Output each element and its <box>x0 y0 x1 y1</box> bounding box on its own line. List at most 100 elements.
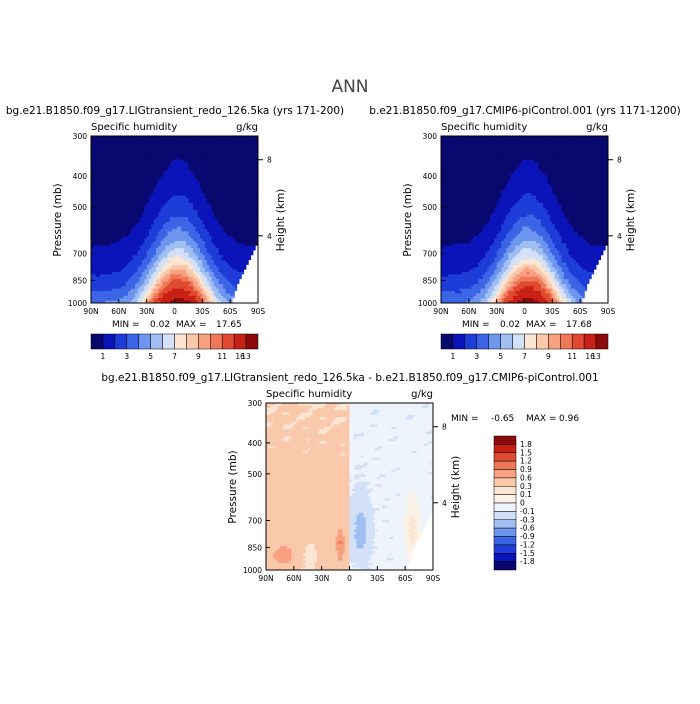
heatmap-cell <box>213 188 217 192</box>
heatmap-cell <box>139 198 143 201</box>
heatmap-cell <box>230 233 233 237</box>
heatmap-cell <box>148 157 152 161</box>
heatmap-cell <box>202 202 206 206</box>
heatmap-cell <box>227 178 231 182</box>
heatmap-cell <box>230 198 233 201</box>
heatmap-cell <box>100 298 103 302</box>
heatmap-cell <box>118 162 122 166</box>
heatmap-cell <box>135 276 138 280</box>
heatmap-cell <box>125 248 129 251</box>
heatmap-cell <box>213 295 217 299</box>
heatmap-cell <box>104 281 108 285</box>
heatmap-cell <box>121 262 124 266</box>
heatmap-cell <box>216 229 219 232</box>
heatmap-cell <box>209 267 213 270</box>
heatmap-cell <box>246 288 250 292</box>
heatmap-cell <box>162 214 166 218</box>
heatmap-cell <box>104 190 108 194</box>
heatmap-cell <box>169 286 173 290</box>
heatmap-cell <box>213 152 217 156</box>
heatmap-cell <box>230 298 233 302</box>
heatmap-cell <box>211 267 215 270</box>
heatmap-cell <box>197 240 201 244</box>
heatmap-cell <box>244 293 247 297</box>
heatmap-cell <box>91 171 94 175</box>
heatmap-cell <box>248 207 252 211</box>
heatmap-cell <box>97 286 101 290</box>
heatmap-cell <box>142 288 145 292</box>
heatmap-cell <box>188 183 192 187</box>
heatmap-cell <box>223 140 226 144</box>
heatmap-cell <box>102 150 106 154</box>
heatmap-cell <box>153 250 157 254</box>
heatmap-cell <box>162 279 166 282</box>
heatmap-cell <box>237 217 240 220</box>
heatmap-cell <box>128 245 131 249</box>
heatmap-cell <box>183 143 187 146</box>
heatmap-cell <box>206 136 210 139</box>
heatmap-cell <box>248 236 252 239</box>
heatmap-cell <box>193 250 196 254</box>
heatmap-cell <box>114 298 117 302</box>
heatmap-cell <box>204 157 208 161</box>
heatmap-cell <box>237 171 240 175</box>
heatmap-cell <box>121 250 124 254</box>
heatmap-cell <box>239 176 243 180</box>
heatmap-cell <box>132 295 136 299</box>
heatmap-cell <box>227 257 231 261</box>
heatmap-cell <box>107 183 110 187</box>
heatmap-cell <box>167 233 171 237</box>
heatmap-cell <box>160 190 164 194</box>
heatmap-cell <box>137 295 141 299</box>
heatmap-cell <box>155 138 159 142</box>
heatmap-cell <box>253 198 257 201</box>
heatmap-cell <box>186 286 189 290</box>
heatmap-cell <box>100 150 103 154</box>
heatmap-cell <box>107 186 110 189</box>
heatmap-cell <box>121 181 124 185</box>
heatmap-cell <box>246 207 250 211</box>
heatmap-cell <box>95 243 99 247</box>
heatmap-cell <box>188 169 192 173</box>
heatmap-cell <box>123 188 127 192</box>
heatmap-cell <box>151 221 155 225</box>
heatmap-cell <box>165 198 168 201</box>
heatmap-cell <box>121 150 124 154</box>
heatmap-cell <box>111 283 115 287</box>
heatmap-cell <box>137 279 141 282</box>
heatmap-cell <box>118 202 122 206</box>
heatmap-cell <box>179 138 182 142</box>
heatmap-cell <box>195 252 199 256</box>
heatmap-cell <box>193 202 196 206</box>
heatmap-cell <box>223 145 226 149</box>
heatmap-cell <box>160 271 164 275</box>
heatmap-cell <box>130 233 134 237</box>
heatmap-cell <box>148 286 152 290</box>
heatmap-cell <box>209 193 213 197</box>
heatmap-cell <box>142 193 145 197</box>
heatmap-cell <box>179 209 182 213</box>
heatmap-cell <box>230 200 233 204</box>
heatmap-cell <box>111 214 115 218</box>
heatmap-cell <box>179 288 182 292</box>
heatmap-cell <box>137 207 141 211</box>
heatmap-cell <box>218 164 222 168</box>
heatmap-cell <box>151 283 155 287</box>
heatmap-cell <box>248 186 252 189</box>
heatmap-cell <box>128 167 131 170</box>
heatmap-cell <box>204 150 208 154</box>
heatmap-cell <box>135 286 138 290</box>
heatmap-cell <box>139 300 143 303</box>
heatmap-cell <box>179 240 182 244</box>
heatmap-cell <box>116 145 120 149</box>
heatmap-cell <box>167 248 171 251</box>
heatmap-cell <box>128 150 131 154</box>
heatmap-cell <box>97 245 101 249</box>
heatmap-cell <box>234 233 238 237</box>
heatmap-cell <box>132 190 136 194</box>
heatmap-cell <box>116 262 120 266</box>
heatmap-cell <box>174 281 178 285</box>
heatmap-cell <box>107 181 110 185</box>
heatmap-cell <box>211 293 215 297</box>
heatmap-cell <box>195 193 199 197</box>
